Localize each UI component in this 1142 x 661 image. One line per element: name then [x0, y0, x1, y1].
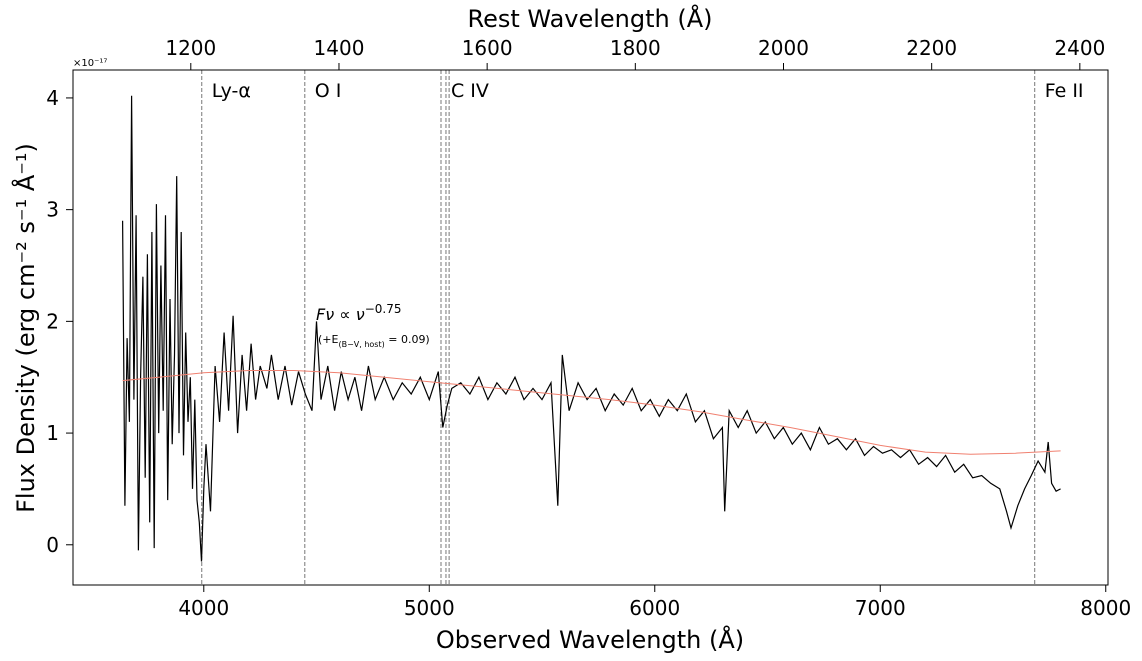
x2-axis-label: Rest Wavelength (Å): [467, 4, 712, 33]
annotation-exponent: −0.75: [365, 302, 402, 316]
spectrum-line: [122, 370, 1061, 455]
y-tick-label: 2: [46, 309, 59, 333]
x-tick-label: 5000: [404, 596, 455, 620]
y-axis-label: Flux Density (erg cm⁻² s⁻¹ Å⁻¹): [11, 143, 40, 513]
x-axis-label: Observed Wavelength (Å): [436, 625, 744, 654]
x-tick-label: 7000: [855, 596, 906, 620]
y-tick-label: 4: [46, 86, 59, 110]
feature-label: C IV: [451, 80, 489, 102]
plot-frame: [72, 69, 1109, 586]
x2-tick-label: 1800: [610, 36, 661, 60]
annotation-note-end: = 0.09): [385, 333, 430, 346]
annotation-base: Fν ∝ ν: [316, 305, 365, 324]
x-tick-label: 4000: [178, 596, 229, 620]
annotation-note-start: (+E: [318, 333, 339, 346]
spectrum-line: [122, 95, 1061, 562]
x2-tick-label: 2400: [1054, 36, 1105, 60]
y-tick-label: 1: [46, 421, 59, 445]
annotation-note-sub: (B−V, host): [338, 340, 384, 349]
x2-tick-label: 1200: [165, 36, 216, 60]
feature-label: Fe II: [1045, 80, 1084, 102]
x2-tick-label: 1400: [314, 36, 365, 60]
x2-tick-label: 1600: [462, 36, 513, 60]
y-tick-label: 3: [46, 198, 59, 222]
x-tick-label: 8000: [1080, 596, 1131, 620]
x2-tick-label: 2200: [906, 36, 957, 60]
x2-tick-label: 2000: [758, 36, 809, 60]
annotation: Fν ∝ ν−0.75: [316, 302, 401, 324]
annotation-note: (+E(B−V, host) = 0.09): [318, 333, 430, 349]
x-tick-label: 6000: [629, 596, 680, 620]
feature-label: Ly-α: [212, 80, 251, 102]
feature-label: O I: [315, 80, 342, 102]
y-offset-label: ×10⁻¹⁷: [73, 58, 107, 69]
y-tick-label: 0: [46, 533, 59, 557]
